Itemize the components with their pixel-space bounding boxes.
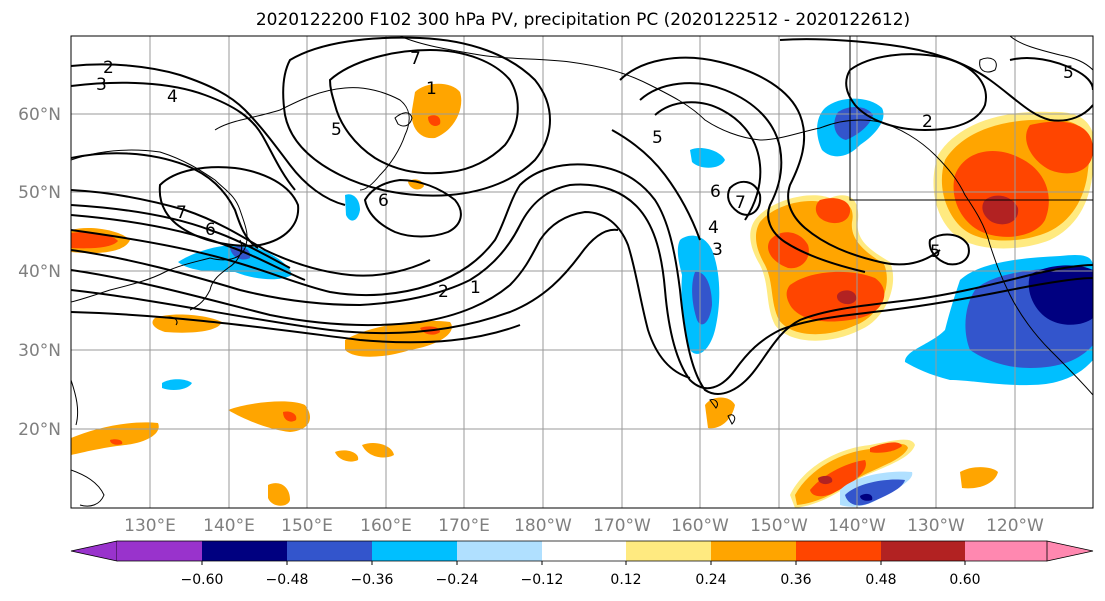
lon-label: 140°W: [828, 516, 886, 536]
colorbar-tick-label: −0.60: [181, 572, 224, 588]
lon-label: 150°W: [750, 516, 808, 536]
colorbar-segment: [1046, 540, 1094, 562]
contour-label: 5: [652, 128, 663, 148]
lat-label: 30°N: [18, 341, 61, 361]
map-title: 2020122200 F102 300 hPa PV, precipitatio…: [256, 10, 910, 30]
contour-label: 2: [103, 58, 114, 78]
contour-label: 3: [712, 240, 723, 260]
contour-label: 7: [410, 49, 421, 69]
contour-line: [328, 48, 519, 175]
contour-line: [71, 204, 291, 269]
contour-line: [71, 163, 1093, 395]
lon-label: 160°W: [671, 516, 729, 536]
pv-contours: [71, 36, 1093, 395]
contour-line: [1009, 57, 1093, 91]
lat-label: 50°N: [18, 183, 61, 203]
colorbar-segment: [457, 541, 542, 561]
lon-label: 150°E: [281, 516, 333, 536]
colorbar-tick-label: −0.24: [436, 572, 479, 588]
map-background: [71, 36, 1093, 508]
latitude-labels: 60°N 50°N 40°N 30°N 20°N: [18, 105, 61, 440]
lon-label: 170°E: [438, 516, 490, 536]
colorbar-segment: [70, 540, 118, 562]
contour-label: 3: [96, 75, 107, 95]
contour-line: [71, 183, 1093, 390]
colorbar-segment: [965, 541, 1047, 561]
precip-negative-area-ne-pacific: [905, 254, 1093, 386]
contour-label: 4: [167, 87, 178, 107]
contour-line: [639, 82, 866, 273]
contour-line: [619, 56, 941, 266]
colorbar-tick-label: −0.12: [521, 572, 564, 588]
colorbar-segment: [287, 541, 372, 561]
contour-line: [611, 129, 701, 241]
lat-label: 20°N: [18, 420, 61, 440]
colorbar-tick-label: 0.36: [780, 572, 811, 588]
colorbar-segment: [626, 541, 711, 561]
contour-label: 7: [735, 193, 746, 213]
contour-line: [71, 210, 691, 379]
contour-line: [158, 166, 300, 247]
colorbar: −0.60 −0.48 −0.36 −0.24 −0.12 0.12 0.24 …: [70, 540, 1094, 588]
contour-label: 2: [438, 282, 449, 302]
map-panel: 2 3 4 5 6 7 1 2 1 5 6 7 4 3 2 5 5 7 6: [70, 35, 1094, 509]
lon-label: 130°W: [907, 516, 965, 536]
contour-line: [71, 311, 521, 344]
contour-label: 6: [205, 220, 216, 240]
contour-label: 6: [710, 182, 721, 202]
colorbar-segment: [542, 541, 626, 561]
contour-line: [779, 38, 1093, 122]
contour-label: 5: [1063, 63, 1074, 83]
contour-line: [71, 152, 259, 249]
colorbar-segment: [117, 541, 202, 561]
precip-negative-area-central: [677, 148, 725, 354]
colorbar-tick-label: 0.24: [695, 572, 726, 588]
contour-line: [654, 101, 762, 221]
colorbar-tick-marks: [201, 561, 966, 565]
lon-label: 180°W: [514, 516, 572, 536]
lat-label: 60°N: [18, 105, 61, 125]
contour-label: 2: [922, 112, 933, 132]
contour-label: 7: [176, 203, 187, 223]
precip-positive-area-west: [71, 228, 735, 506]
colorbar-segment: [796, 541, 881, 561]
contour-line: [71, 63, 346, 206]
contour-line: [727, 180, 762, 216]
contour-labels: 2 3 4 5 6 7 1 2 1 5 6 7 4 3 2 5 5 7 6: [96, 49, 1074, 302]
gridlines: [71, 36, 1093, 508]
lat-label: 40°N: [18, 262, 61, 282]
contour-line: [928, 233, 970, 266]
contour-line: [71, 228, 619, 335]
longitude-labels: 130°E 140°E 150°E 160°E 170°E 180°W 170°…: [124, 516, 1044, 536]
colorbar-tick-label: 0.12: [610, 572, 641, 588]
precip-positive-area-south: [790, 439, 998, 508]
contour-line: [71, 189, 431, 277]
colorbar-tick-label: −0.36: [351, 572, 394, 588]
colorbar-segment: [881, 541, 965, 561]
lon-label: 130°E: [124, 516, 176, 536]
contour-label: 6: [378, 191, 389, 211]
contour-label: 5: [331, 120, 342, 140]
lon-label: 140°E: [203, 516, 255, 536]
colorbar-tick-label: 0.48: [865, 572, 896, 588]
contour-label: 5: [930, 242, 941, 262]
colorbar-segment: [711, 541, 796, 561]
contour-line: [71, 81, 296, 191]
lon-label: 170°W: [593, 516, 651, 536]
lon-label: 120°W: [986, 516, 1044, 536]
lon-label: 160°E: [360, 516, 412, 536]
contour-label: 1: [426, 79, 437, 99]
colorbar-segment: [372, 541, 457, 561]
contour-label: 1: [470, 278, 481, 298]
contour-label: 4: [708, 218, 719, 238]
colorbar-tick-label: 0.60: [949, 572, 980, 588]
contour-line: [282, 36, 551, 197]
contour-line: [845, 53, 987, 132]
contour-line: [363, 178, 462, 238]
map-frame: [70, 35, 1094, 509]
colorbar-segment: [202, 541, 287, 561]
colorbar-tick-label: −0.48: [266, 572, 309, 588]
